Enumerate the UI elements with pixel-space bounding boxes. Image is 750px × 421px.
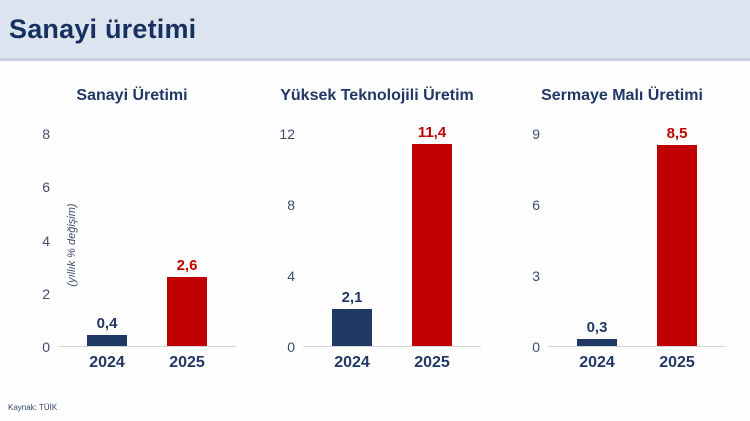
y-tick-label: 3 bbox=[532, 268, 540, 284]
bar-group-2025: 11,4 bbox=[400, 124, 464, 346]
y-tick-label: 12 bbox=[279, 126, 295, 142]
bar-value-label: 0,3 bbox=[586, 318, 608, 336]
page-title: Sanayi üretimi bbox=[9, 13, 197, 44]
y-axis-ticks: 0 4 8 12 bbox=[273, 127, 297, 354]
x-axis-labels: 2024 2025 bbox=[303, 354, 481, 372]
bars: 0,4 2,6 bbox=[58, 257, 236, 346]
bar-2025 bbox=[412, 143, 452, 346]
bar-value-label: 0,4 bbox=[96, 315, 118, 333]
chart-yuksek-teknolojili-uretim: Yüksek Teknolojili Üretim 0 4 8 12 2,1 11,4 … bbox=[273, 87, 481, 372]
y-tick-label: 4 bbox=[42, 232, 50, 249]
source-note: Kaynak: TÜİK bbox=[8, 403, 58, 412]
y-tick-label: 0 bbox=[287, 339, 295, 355]
bar-group-2024: 0,3 bbox=[565, 319, 629, 346]
bar-2024 bbox=[577, 338, 617, 346]
chart-title: Yüksek Teknolojili Üretim bbox=[280, 87, 474, 104]
y-tick-label: 0 bbox=[532, 339, 540, 355]
y-tick-label: 8 bbox=[42, 126, 50, 142]
bar-group-2024: 2,1 bbox=[320, 289, 384, 346]
bar-2025 bbox=[657, 144, 697, 346]
x-tick-label: 2024 bbox=[579, 354, 615, 371]
x-tick-label: 2025 bbox=[414, 354, 450, 371]
y-axis-ticks: 0 3 6 9 bbox=[518, 127, 542, 354]
plot-area-wrap: 0 2 4 6 8 0,4 2,6 bbox=[28, 127, 236, 354]
plot-area: 2,1 11,4 bbox=[303, 124, 481, 347]
plot-area: 0,4 2,6 bbox=[58, 133, 236, 347]
y-tick-label: 6 bbox=[532, 197, 540, 213]
x-tick-label: 2024 bbox=[334, 354, 370, 371]
bar-group-2025: 2,6 bbox=[155, 257, 219, 346]
bar-group-2024: 0,4 bbox=[75, 315, 139, 346]
bar-group-2025: 8,5 bbox=[645, 125, 709, 346]
bars: 2,1 11,4 bbox=[303, 124, 481, 346]
chart-title: Sanayi Üretimi bbox=[76, 87, 188, 104]
y-tick-label: 6 bbox=[42, 179, 50, 196]
bars: 0,3 8,5 bbox=[548, 125, 726, 346]
x-axis-labels: 2024 2025 bbox=[58, 354, 236, 372]
slide-header: Sanayi üretimi bbox=[0, 0, 750, 61]
y-tick-label: 2 bbox=[42, 285, 50, 302]
plot-area-wrap: 0 4 8 12 2,1 11,4 bbox=[273, 124, 481, 354]
bar-2025 bbox=[167, 276, 207, 346]
y-axis-ticks: 0 2 4 6 8 bbox=[28, 127, 52, 354]
y-tick-label: 4 bbox=[287, 268, 295, 284]
bar-2024 bbox=[87, 335, 127, 346]
bar-value-label: 2,1 bbox=[341, 288, 363, 306]
y-tick-label: 0 bbox=[42, 339, 50, 355]
plot-area: 0,3 8,5 bbox=[548, 125, 726, 347]
bar-value-label: 11,4 bbox=[417, 123, 447, 141]
y-tick-label: 8 bbox=[287, 197, 295, 213]
chart-title: Sermaye Malı Üretimi bbox=[541, 87, 703, 104]
bar-2024 bbox=[332, 308, 372, 346]
bar-value-label: 8,5 bbox=[666, 124, 688, 142]
y-tick-label: 9 bbox=[532, 126, 540, 142]
x-tick-label: 2025 bbox=[659, 354, 695, 371]
x-axis-labels: 2024 2025 bbox=[548, 354, 726, 372]
bar-value-label: 2,6 bbox=[176, 256, 198, 274]
x-tick-label: 2025 bbox=[169, 354, 205, 371]
x-tick-label: 2024 bbox=[89, 354, 125, 371]
plot-area-wrap: 0 3 6 9 0,3 8,5 bbox=[518, 125, 726, 354]
